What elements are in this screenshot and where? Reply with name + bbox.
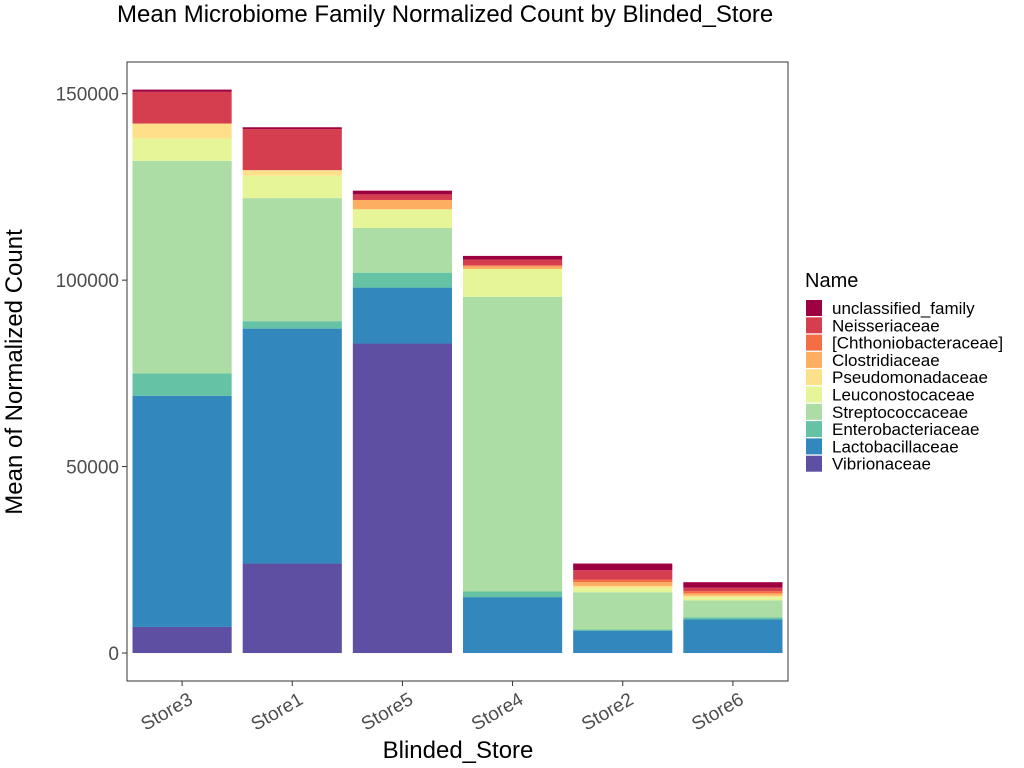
bar-segment-store1-leuconostocaceae xyxy=(242,175,342,199)
y-tick-label: 0 xyxy=(108,644,119,665)
plot-panel-border xyxy=(126,61,789,682)
legend-label: [Chthoniobacteraceae] xyxy=(832,334,1003,353)
bar-segment-store4-leuconostocaceae xyxy=(463,268,563,297)
bar-segment-store4-lactobacillaceae xyxy=(463,597,563,654)
bar-segment-store2-enterobacteriaceae xyxy=(573,629,673,631)
bar-segment-store6-neisseriaceae xyxy=(683,587,783,592)
bar-segment-store3-enterobacteriaceae xyxy=(132,373,232,396)
bar-segment-store3-neisseriaceae xyxy=(132,91,232,124)
legend-swatch xyxy=(806,438,822,455)
bar-segment-store6-pseudomonadaceae xyxy=(683,595,783,598)
bar-segment-store6-enterobacteriaceae xyxy=(683,617,783,620)
bar-segment-store5-leuconostocaceae xyxy=(352,209,452,228)
bar-segment-store4-unclassified-family xyxy=(463,255,563,260)
bar-segment-store2-neisseriaceae xyxy=(573,570,673,580)
bar-segment-store3-vibrionaceae xyxy=(132,626,232,654)
legend-swatch xyxy=(806,421,822,438)
bar-segment-store2-lactobacillaceae xyxy=(573,630,673,654)
bar-segment-store5-unclassified-family xyxy=(352,190,452,195)
bars-group xyxy=(132,89,783,654)
bar-segment-store4-neisseriaceae xyxy=(463,259,563,266)
bar-segment-store3-pseudomonadaceae xyxy=(132,123,232,139)
legend-title: Name xyxy=(805,270,858,292)
bar-segment-store1-streptococcaceae xyxy=(242,198,342,322)
bar-segment-store2-chthoniobacteraceae xyxy=(573,579,673,583)
x-tick-label: Store1 xyxy=(248,689,307,735)
bar-segment-store4-clostridiaceae xyxy=(463,266,563,269)
legend-swatch xyxy=(806,351,822,368)
legend-swatch xyxy=(806,369,822,386)
legend: Name unclassified_familyNeisseriaceae[Ch… xyxy=(805,270,1003,474)
bar-segment-store4-chthoniobacteraceae xyxy=(463,265,563,267)
bar-segment-store3-streptococcaceae xyxy=(132,160,232,374)
bar-segment-store6-unclassified-family xyxy=(683,582,783,588)
x-tick-label: Store5 xyxy=(358,689,417,735)
legend-label: Vibrionaceae xyxy=(832,455,931,474)
bar-segment-store6-leuconostocaceae xyxy=(683,597,783,601)
bar-segment-store3-lactobacillaceae xyxy=(132,395,232,627)
bar-segment-store3-leuconostocaceae xyxy=(132,138,232,161)
legend-swatch xyxy=(806,317,822,334)
legend-swatch xyxy=(806,300,822,316)
legend-label: unclassified_family xyxy=(832,299,975,318)
bar-segment-store6-streptococcaceae xyxy=(683,600,783,618)
bar-segment-store5-clostridiaceae xyxy=(352,199,452,210)
y-tick-label: 150000 xyxy=(56,85,119,106)
bar-segment-store6-chthoniobacteraceae xyxy=(683,591,783,594)
bar-segment-store1-lactobacillaceae xyxy=(242,328,342,564)
y-axis: 0 50000 100000 150000 xyxy=(56,85,127,665)
legend-swatch xyxy=(806,334,822,351)
bar-segment-store5-neisseriaceae xyxy=(352,194,452,200)
legend-label: Neisseriaceae xyxy=(832,316,940,335)
x-axis-title: Blinded_Store xyxy=(383,737,534,764)
bar-segment-store2-streptococcaceae xyxy=(573,592,673,630)
legend-swatch xyxy=(806,386,822,403)
bar-segment-store1-enterobacteriaceae xyxy=(242,321,342,329)
legend-label: Leuconostocaceae xyxy=(832,386,975,405)
x-tick-label: Store2 xyxy=(578,689,637,735)
bar-segment-store3-unclassified-family xyxy=(132,89,232,92)
bar-segment-store1-unclassified-family xyxy=(242,127,342,130)
legend-label: Enterobacteriaceae xyxy=(832,420,979,439)
x-tick-label: Store6 xyxy=(688,689,747,735)
y-tick-label: 50000 xyxy=(66,458,119,479)
bar-segment-store4-streptococcaceae xyxy=(463,296,563,592)
x-tick-label: Store3 xyxy=(138,689,197,735)
bar-segment-store2-leuconostocaceae xyxy=(573,587,673,593)
bar-segment-store2-pseudomonadaceae xyxy=(573,585,673,588)
bar-segment-store5-lactobacillaceae xyxy=(352,287,452,344)
bar-segment-store5-streptococcaceae xyxy=(352,227,452,273)
legend-label: Pseudomonadaceae xyxy=(832,368,988,387)
chart-title: Mean Microbiome Family Normalized Count … xyxy=(117,1,773,28)
bar-segment-store5-vibrionaceae xyxy=(352,343,452,654)
bar-segment-store6-lactobacillaceae xyxy=(683,619,783,654)
legend-swatch xyxy=(806,455,822,472)
bar-segment-store6-clostridiaceae xyxy=(683,593,783,596)
bar-segment-store2-clostridiaceae xyxy=(573,582,673,586)
y-axis-title: Mean of Normalized Count xyxy=(1,229,28,515)
bar-segment-store1-vibrionaceae xyxy=(242,563,342,654)
x-axis: Store3 Store1 Store5 Store4 Store2 Store6 xyxy=(138,681,747,735)
legend-label: Clostridiaceae xyxy=(832,351,940,370)
legend-label: Lactobacillaceae xyxy=(832,437,959,456)
x-tick-label: Store4 xyxy=(468,689,527,735)
legend-swatch xyxy=(806,403,822,420)
y-tick-label: 100000 xyxy=(56,271,119,292)
bar-segment-store2-unclassified-family xyxy=(573,563,673,571)
bar-segment-store5-enterobacteriaceae xyxy=(352,272,452,288)
legend-label: Streptococcaceae xyxy=(832,403,968,422)
bar-segment-store4-enterobacteriaceae xyxy=(463,591,563,598)
bar-segment-store1-pseudomonadaceae xyxy=(242,170,342,176)
bar-segment-store1-neisseriaceae xyxy=(242,129,342,171)
